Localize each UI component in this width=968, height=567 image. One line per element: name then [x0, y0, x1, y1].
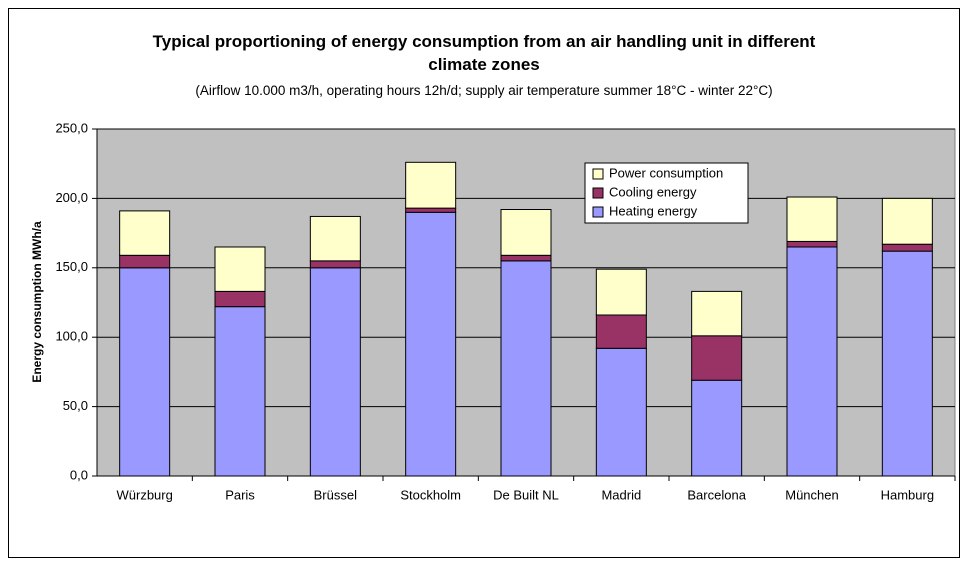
y-axis-label: Energy consumption MWh/a [30, 221, 44, 383]
x-tick-label: Madrid [601, 487, 641, 502]
bar-segment [405, 161, 457, 209]
y-tick-label: 250,0 [55, 120, 88, 135]
bar-segment [309, 267, 361, 477]
bar-segment [691, 379, 743, 477]
bar-segment [214, 290, 266, 308]
bar-segment [309, 215, 361, 262]
bar-segment [786, 240, 838, 248]
x-tick-label: Brüssel [314, 487, 357, 502]
bar-segment [214, 306, 266, 477]
bar-segment [500, 254, 552, 262]
chart-subtitle: (Airflow 10.000 m3/h, operating hours 12… [195, 83, 773, 98]
bar-segment [881, 250, 933, 477]
legend-swatch [592, 187, 604, 199]
bar-segment [595, 347, 647, 477]
y-tick-label: 0,0 [70, 467, 88, 482]
bar-segment [119, 254, 171, 269]
legend-label: Cooling energy [609, 184, 697, 199]
legend-swatch [592, 206, 604, 218]
bar-segment [309, 260, 361, 269]
bar-segment [691, 335, 743, 381]
y-tick-label: 200,0 [55, 190, 88, 205]
bar-segment [405, 211, 457, 477]
x-tick-label: Würzburg [116, 487, 172, 502]
bar-segment [881, 197, 933, 245]
bar-segment [405, 207, 457, 213]
legend-label: Power consumption [609, 165, 723, 180]
bar-segment [500, 209, 552, 256]
y-tick-label: 50,0 [63, 398, 88, 413]
x-tick-label: De Built NL [493, 487, 559, 502]
bar-segment [119, 267, 171, 477]
bar-segment [786, 196, 838, 242]
bar-segment [881, 243, 933, 252]
x-tick-label: Hamburg [881, 487, 934, 502]
x-tick-label: München [785, 487, 838, 502]
x-tick-label: Barcelona [687, 487, 746, 502]
bar-segment [214, 246, 266, 292]
legend-swatch [592, 168, 604, 180]
bar-segment [691, 290, 743, 337]
bar-segment [786, 246, 838, 477]
legend-box [584, 162, 749, 224]
bar-segment [500, 260, 552, 477]
bar-segment [595, 268, 647, 316]
x-tick-label: Stockholm [400, 487, 461, 502]
y-tick-label: 100,0 [55, 329, 88, 344]
legend-label: Heating energy [609, 203, 698, 218]
x-tick-label: Paris [225, 487, 255, 502]
y-tick-label: 150,0 [55, 259, 88, 274]
chart-title: Typical proportioning of energy consumpt… [152, 32, 816, 74]
bar-segment [595, 314, 647, 349]
bar-segment [119, 210, 171, 256]
